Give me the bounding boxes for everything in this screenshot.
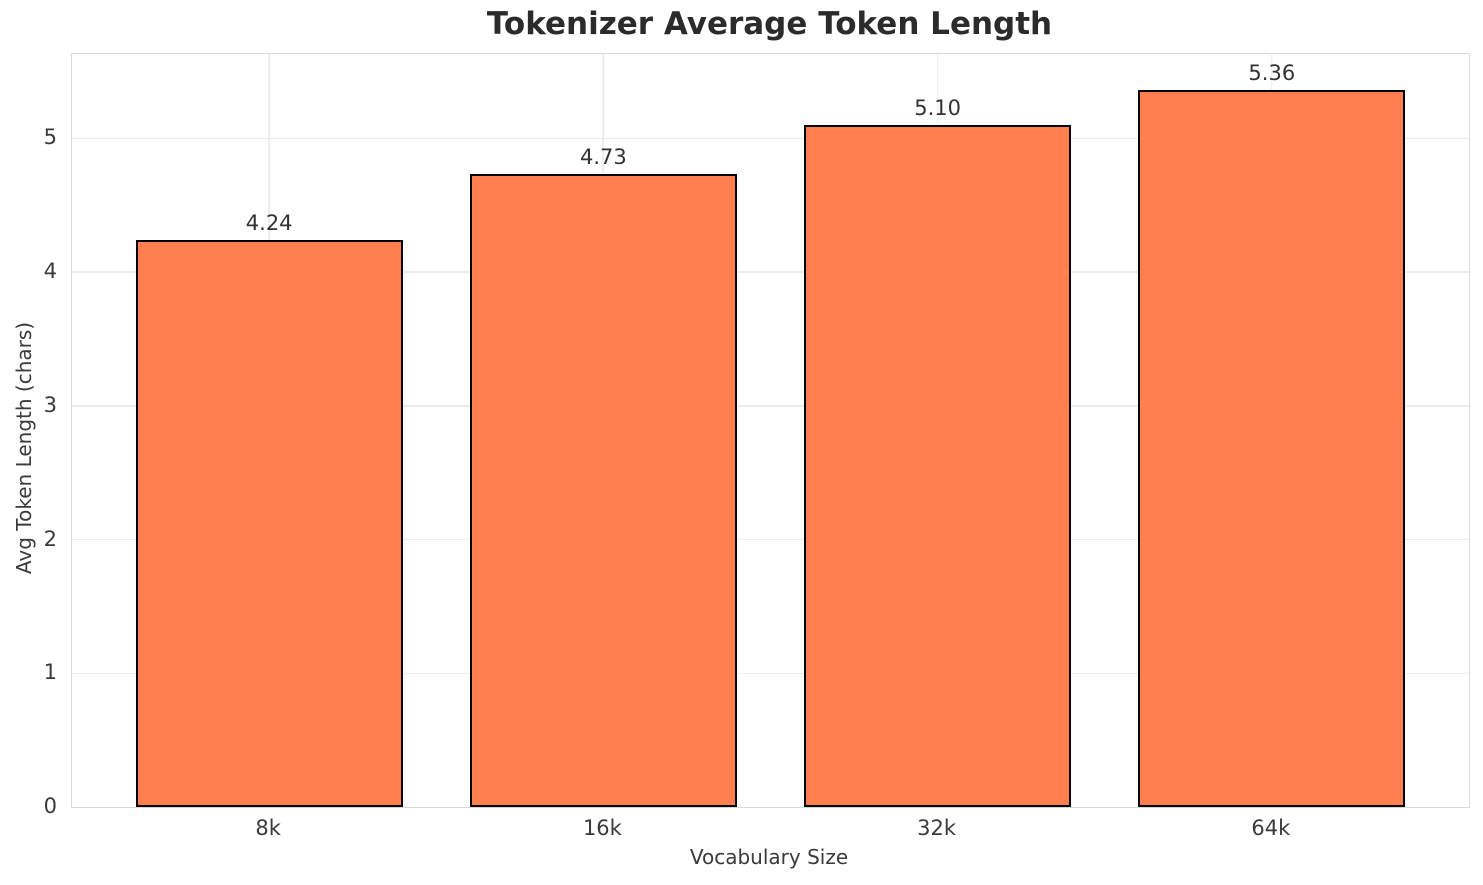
gridline-horizontal (72, 538, 1469, 541)
x-tick-label: 8k (255, 816, 281, 840)
y-tick-label: 3 (43, 392, 57, 417)
x-tick-label: 64k (1251, 816, 1291, 840)
bar-value-label: 5.10 (914, 95, 961, 120)
gridline-horizontal (72, 672, 1469, 675)
bar-32k (803, 124, 1072, 807)
y-tick-label: 4 (43, 259, 57, 283)
bar-value-label: 4.24 (245, 210, 293, 235)
x-tick-label: 32k (917, 816, 957, 840)
x-axis-label: Vocabulary Size (689, 845, 849, 869)
y-tick-label: 1 (43, 660, 57, 685)
bar-value-label: 4.73 (580, 145, 627, 170)
bar-8k (135, 239, 403, 807)
y-tick-label: 0 (43, 794, 57, 818)
chart-title: Tokenizer Average Token Length (486, 6, 1053, 42)
gridline-horizontal (72, 137, 1469, 140)
bar-64k (1138, 90, 1406, 807)
bar-value-label: 5.36 (1248, 61, 1296, 86)
x-tick-label: 16k (582, 816, 622, 840)
y-tick-label: 5 (43, 125, 57, 150)
y-tick-label: 2 (43, 526, 57, 551)
bar-16k (469, 174, 738, 807)
plot-area: 4.24 4.73 5.10 5.36 (71, 53, 1470, 808)
gridline-horizontal (72, 271, 1469, 273)
gridline-horizontal (72, 405, 1469, 407)
